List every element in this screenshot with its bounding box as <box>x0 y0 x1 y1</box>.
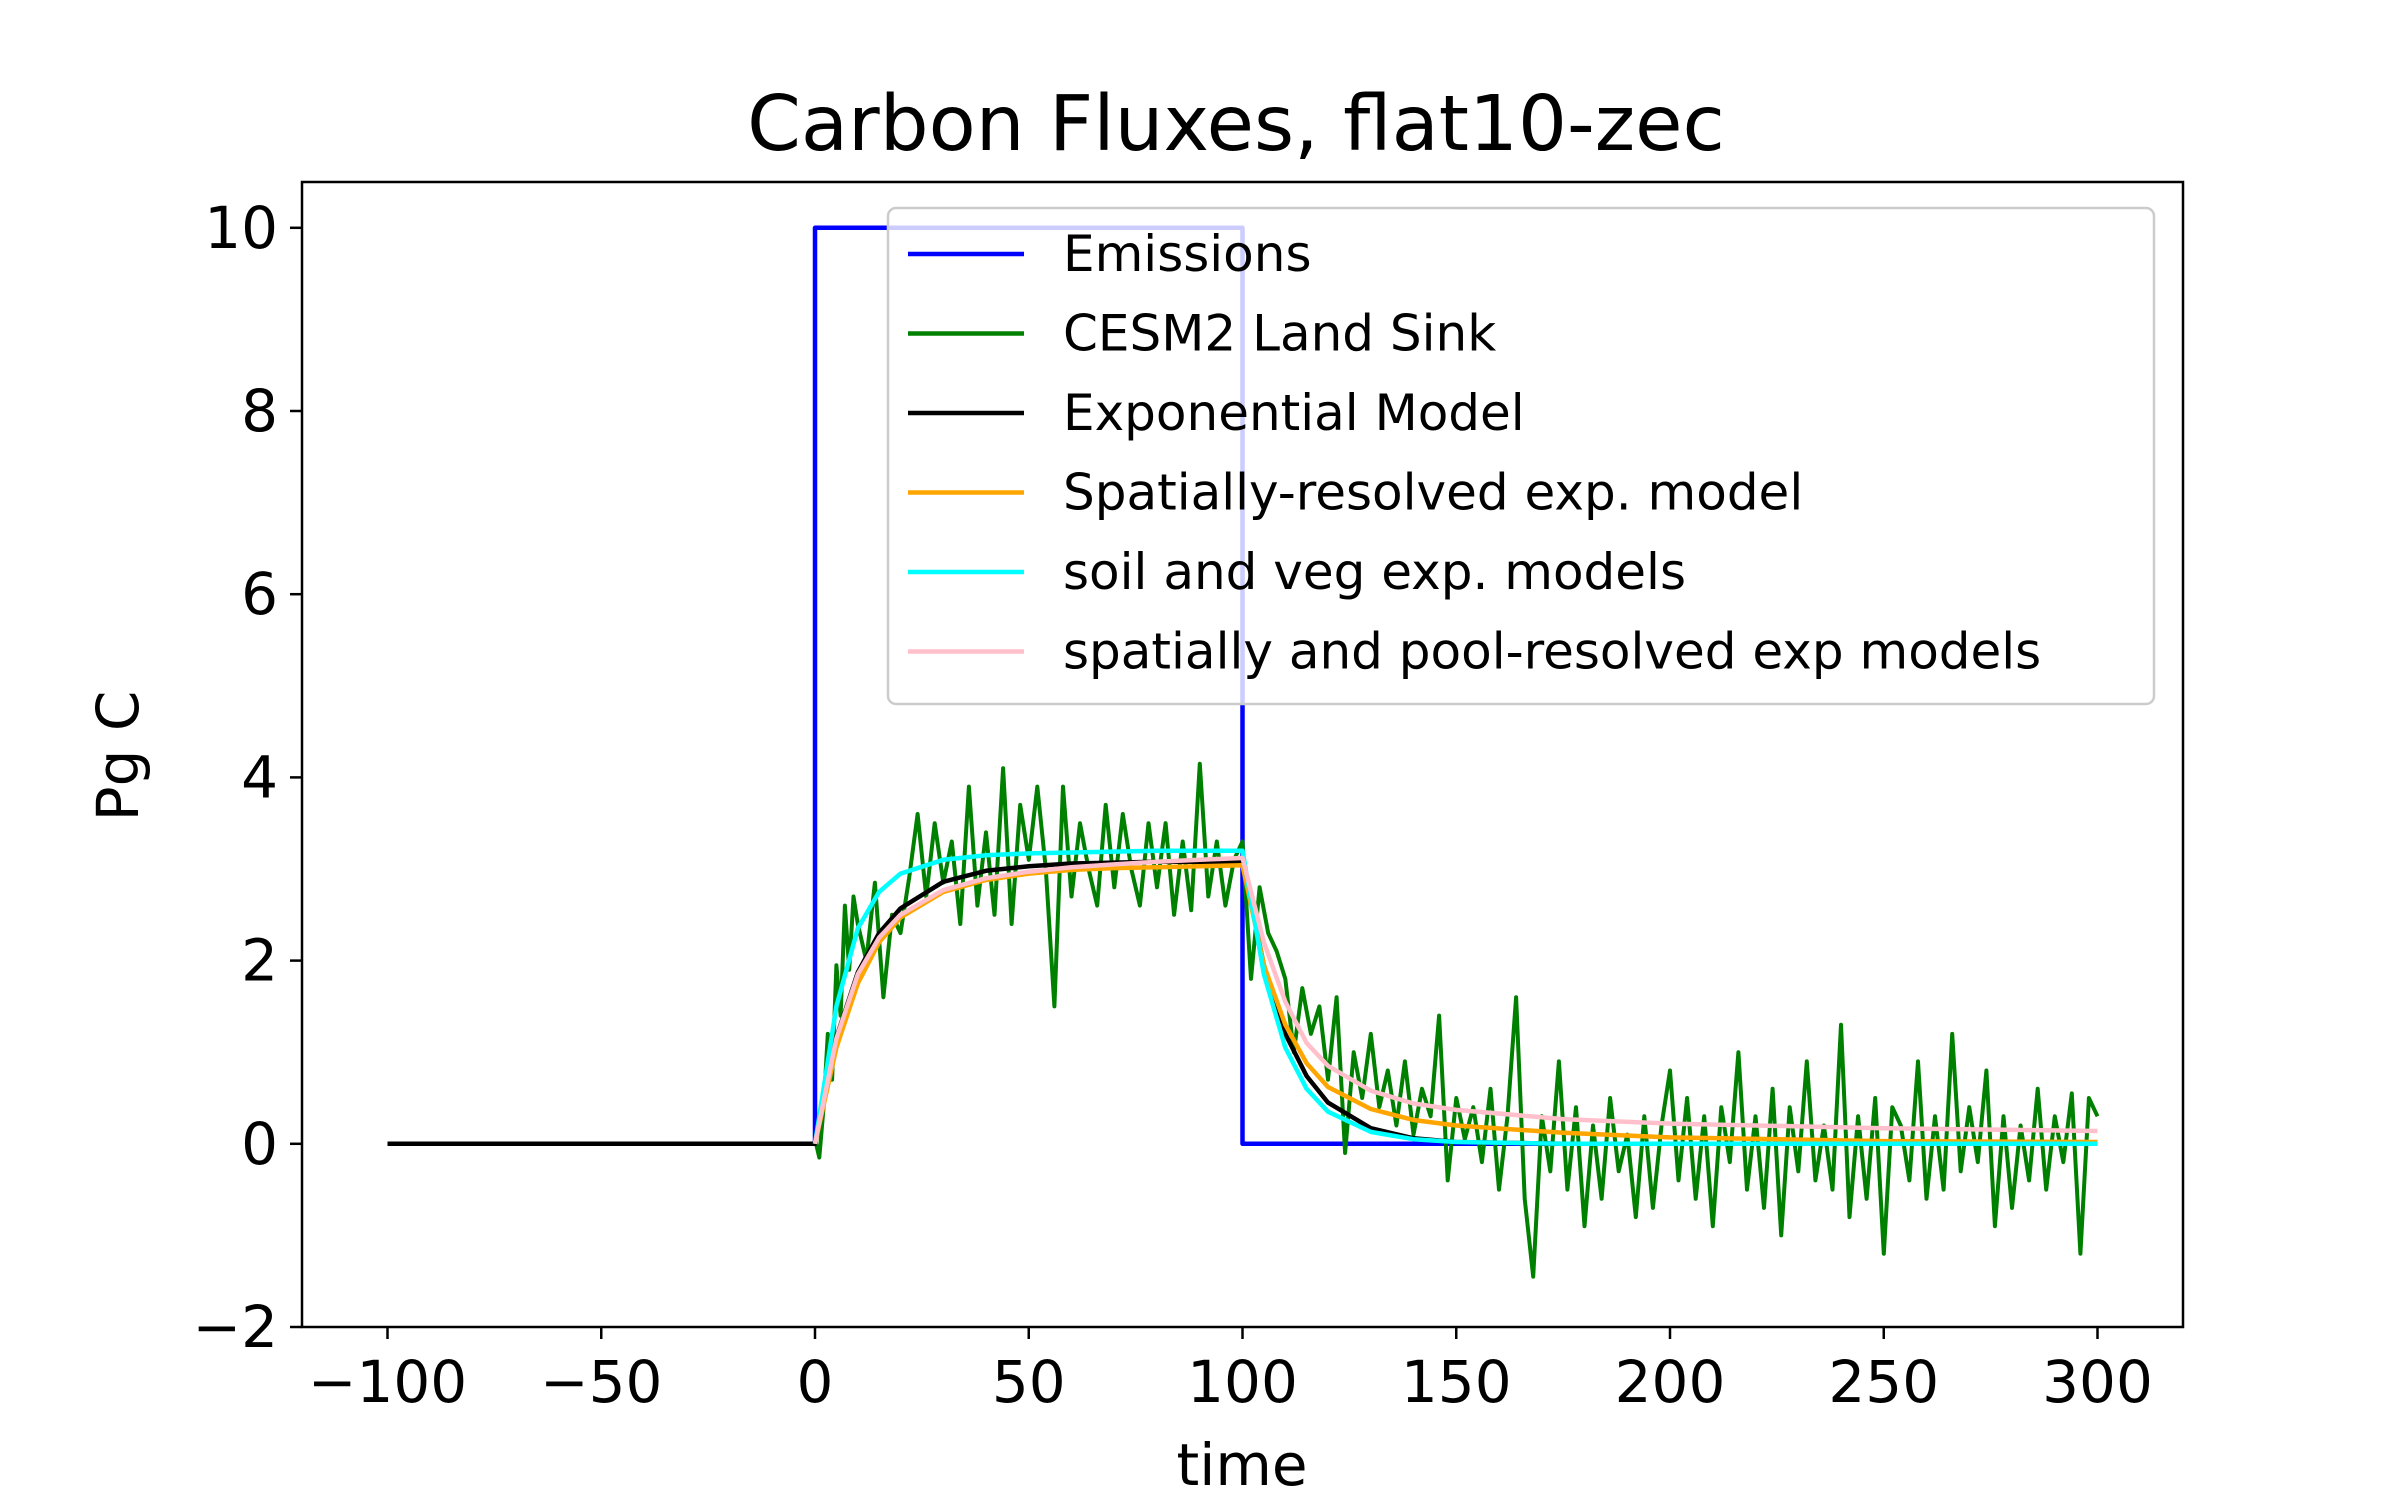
legend-label: soil and veg exp. models <box>1063 543 1686 601</box>
y-tick-label: 0 <box>241 1110 278 1178</box>
x-tick-label: −50 <box>540 1348 662 1416</box>
y-tick-label: 2 <box>241 927 278 995</box>
legend-box <box>886 206 2156 706</box>
y-tick-label: 4 <box>241 743 278 811</box>
x-axis: −100 −50 0 50 100 150 200 250 300 <box>308 1327 2153 1416</box>
series-layer <box>387 225 2100 1279</box>
x-tick-label: −100 <box>308 1348 467 1416</box>
y-axis-title: Pg C <box>84 691 152 822</box>
x-tick-label: 100 <box>1187 1348 1298 1416</box>
x-tick-label: 150 <box>1401 1348 1512 1416</box>
series-line-4 <box>812 848 2098 1147</box>
x-tick-label: 300 <box>2042 1348 2153 1416</box>
y-tick-label: −2 <box>193 1293 279 1361</box>
series-line-5 <box>812 855 2098 1145</box>
legend-label: CESM2 Land Sink <box>1063 305 1496 363</box>
x-axis-title: time <box>1176 1431 1307 1499</box>
legend-label: Exponential Model <box>1063 384 1525 442</box>
x-tick-label: 50 <box>992 1348 1066 1416</box>
y-axis: −2 0 2 4 6 8 10 <box>193 194 302 1361</box>
x-tick-label: 200 <box>1615 1348 1726 1416</box>
legend-label: Spatially-resolved exp. model <box>1063 464 1803 522</box>
y-tick-label: 8 <box>241 377 278 445</box>
legend-label: spatially and pool-resolved exp models <box>1063 623 2041 681</box>
y-tick-label: 6 <box>241 560 278 628</box>
legend: Emissions CESM2 Land Sink Exponential Mode… <box>886 206 2156 706</box>
x-tick-label: 250 <box>1828 1348 1939 1416</box>
x-tick-label: 0 <box>797 1348 834 1416</box>
legend-label: Emissions <box>1063 225 1312 283</box>
y-tick-label: 10 <box>204 194 278 262</box>
chart-title: Carbon Fluxes, flat10-zec <box>747 80 1725 169</box>
series-line-1 <box>813 761 2100 1279</box>
